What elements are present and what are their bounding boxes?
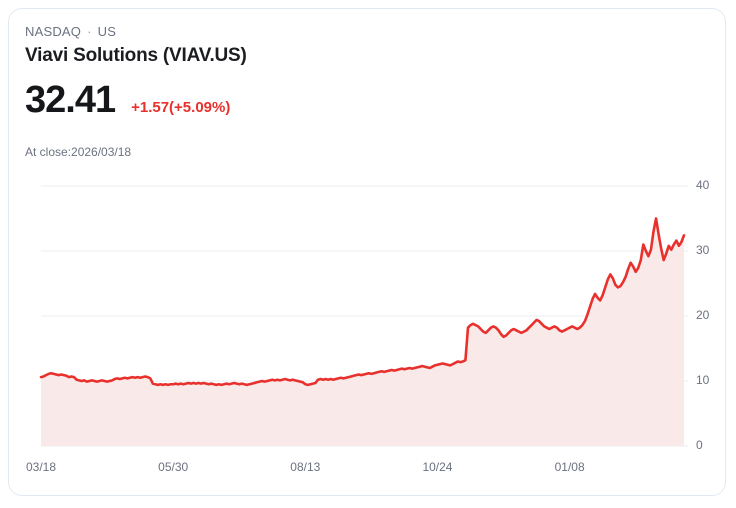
y-tick-label: 30 <box>696 243 710 257</box>
chart-canvas <box>39 185 688 447</box>
separator-dot: · <box>87 24 92 39</box>
exchange-name: NASDAQ <box>25 24 82 39</box>
y-tick-label: 20 <box>696 308 710 322</box>
page-title: Viavi Solutions (VIAV.US) <box>25 45 247 66</box>
last-price: 32.41 <box>25 79 116 121</box>
y-tick-label: 0 <box>696 438 703 452</box>
market-status: At close:2026/03/18 <box>25 145 132 159</box>
price-line <box>39 217 686 387</box>
y-tick-label: 10 <box>696 373 710 387</box>
price-change: +1.57(+5.09%) <box>131 99 231 116</box>
x-tick-label: 03/18 <box>25 460 57 474</box>
price-area-fill <box>41 218 684 446</box>
region-code: US <box>97 24 117 39</box>
x-tick-label: 01/08 <box>554 460 585 474</box>
x-tick-label: 10/24 <box>422 460 453 474</box>
stock-quote-card: NASDAQ · US Viavi Solutions (VIAV.US) 32.4… <box>8 8 726 496</box>
x-tick-label: 08/13 <box>290 460 321 474</box>
x-tick-label: 05/30 <box>158 460 189 474</box>
price-row: 32.41 +1.57(+5.09%) <box>25 81 230 119</box>
y-tick-label: 40 <box>696 178 710 192</box>
exchange-region-row: NASDAQ · US <box>25 24 116 39</box>
price-chart[interactable]: 0 10 20 30 40 03/18 05/30 08/13 10/24 01/08 <box>9 161 725 481</box>
